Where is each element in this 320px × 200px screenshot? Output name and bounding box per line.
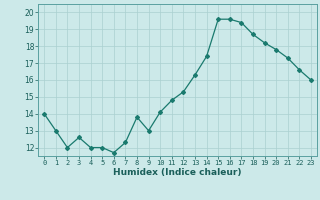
X-axis label: Humidex (Indice chaleur): Humidex (Indice chaleur) [113, 168, 242, 177]
